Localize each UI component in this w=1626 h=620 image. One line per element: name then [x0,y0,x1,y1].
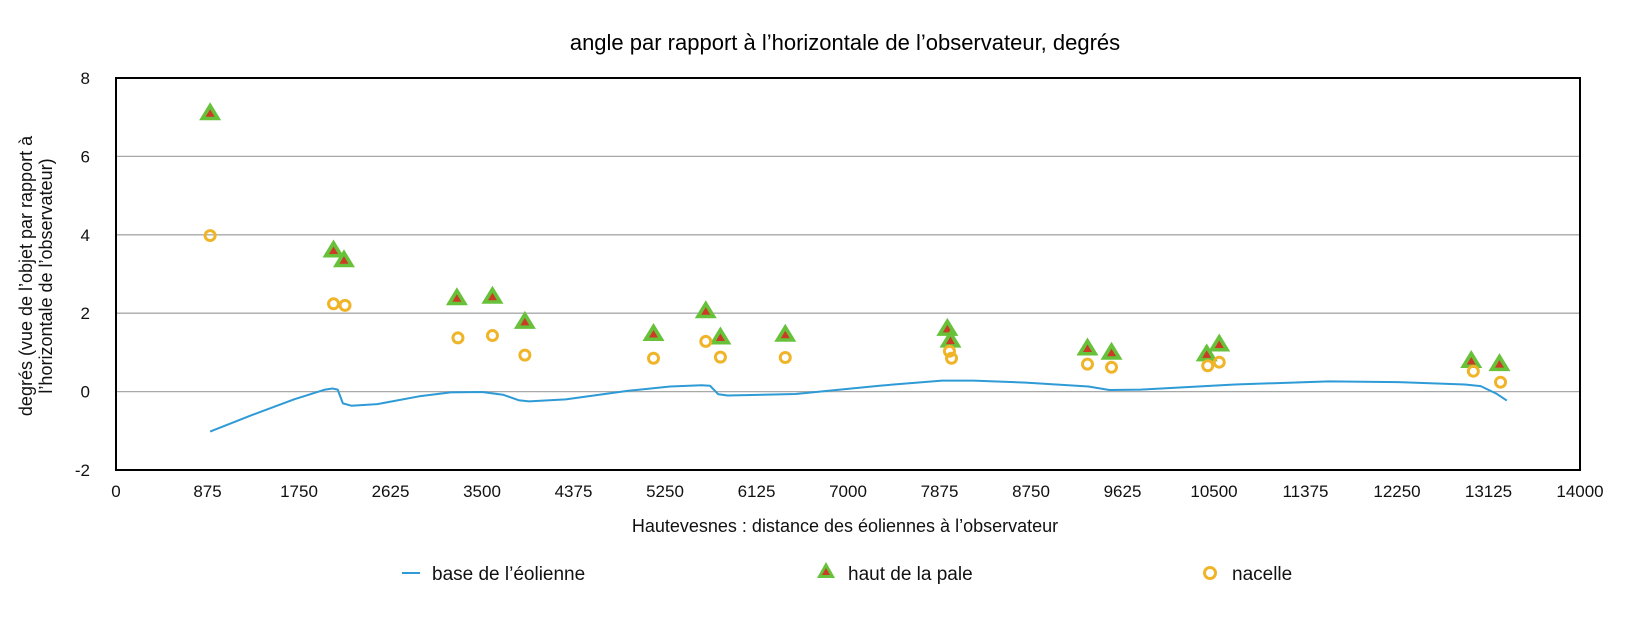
triangle-marker [774,323,797,342]
legend-label-base: base de l’éolienne [432,564,585,585]
triangle-marker [1195,343,1218,362]
legend-label-pale: haut de la pale [848,564,973,585]
circle-marker [518,348,532,362]
circle-marker [1201,359,1215,373]
triangle-marker [709,326,732,345]
x-tick-label: 2625 [372,482,410,501]
x-tick-label: 8750 [1012,482,1050,501]
circle-marker [942,344,956,358]
circle-marker [338,298,352,312]
legend-swatch-triangle-inner [822,568,830,575]
triangle-marker [1488,353,1511,372]
x-axis-ticks: 0 875 1750 2625 3500 4375 5250 6125 7000 7875 8750… [111,482,1603,501]
circle-marker [1105,360,1119,374]
x-tick-label: 9625 [1104,482,1142,501]
x-tick-label: 10500 [1190,482,1237,501]
y-axis-ticks: -2 0 2 4 6 8 [75,69,90,480]
circle-marker [1212,355,1226,369]
triangle-marker [1208,333,1231,352]
y-axis-label-line1: degrés (vue de l’objet par rapport à [16,135,36,416]
y-tick-label: 4 [81,226,90,245]
triangle-marker [1460,350,1483,369]
circle-marker [1466,364,1480,378]
circle-marker [699,334,713,348]
x-tick-label: 4375 [555,482,593,501]
legend-label-nacelle: nacelle [1232,564,1292,585]
series-base-line [209,379,1508,433]
y-tick-label: -2 [75,461,90,480]
legend-swatch-circle [1203,566,1217,580]
gridlines [116,155,1580,393]
x-tick-label: 3500 [463,482,501,501]
y-tick-label: 8 [81,69,90,88]
circle-marker [1080,357,1094,371]
triangle-marker [936,317,959,336]
circle-marker [646,351,660,365]
triangle-marker [1076,337,1099,356]
circle-marker [451,331,465,345]
x-tick-label: 13125 [1465,482,1512,501]
y-tick-label: 0 [81,383,90,402]
circle-marker [713,350,727,364]
y-axis-label: degrés (vue de l’objet par rapport à l’h… [16,135,56,416]
series-nacelle [203,229,1508,389]
circle-marker [945,351,959,365]
triangle-marker [445,287,468,306]
x-tick-label: 11375 [1282,482,1328,501]
triangle-marker [939,329,962,348]
x-tick-label: 7875 [921,482,959,501]
triangle-marker [694,300,717,319]
triangle-marker [513,310,536,329]
x-tick-label: 12250 [1373,482,1420,501]
x-axis-label: Hautevesnes : distance des éoliennes à l… [632,516,1058,536]
chart-title: angle par rapport à l’horizontale de l’o… [570,30,1120,55]
y-tick-label: 2 [81,304,90,323]
x-tick-label: 7000 [829,482,867,501]
circle-marker [1494,375,1508,389]
x-tick-label: 1750 [280,482,318,501]
triangle-marker [332,249,355,268]
x-tick-label: 875 [193,482,221,501]
circle-marker [327,297,341,311]
triangle-marker [1100,341,1123,360]
triangle-marker [322,239,345,258]
triangle-marker [199,102,222,121]
circle-marker [485,329,499,343]
x-tick-label: 14000 [1556,482,1603,501]
base-line-path [209,379,1508,433]
x-tick-label: 6125 [738,482,776,501]
triangle-marker [481,285,504,304]
circle-marker [778,350,792,364]
triangle-marker [642,322,665,341]
y-axis-label-line2: l’horizontale de l’observateur) [36,158,56,393]
x-tick-label: 0 [111,482,120,501]
y-tick-label: 6 [81,147,90,166]
x-tick-label: 5250 [646,482,684,501]
plot-frame [115,77,1581,471]
series-haut-de-la-pale [199,102,1511,372]
legend: base de l’éolienne haut de la pale nacel… [402,562,1292,585]
circle-marker [203,229,217,243]
